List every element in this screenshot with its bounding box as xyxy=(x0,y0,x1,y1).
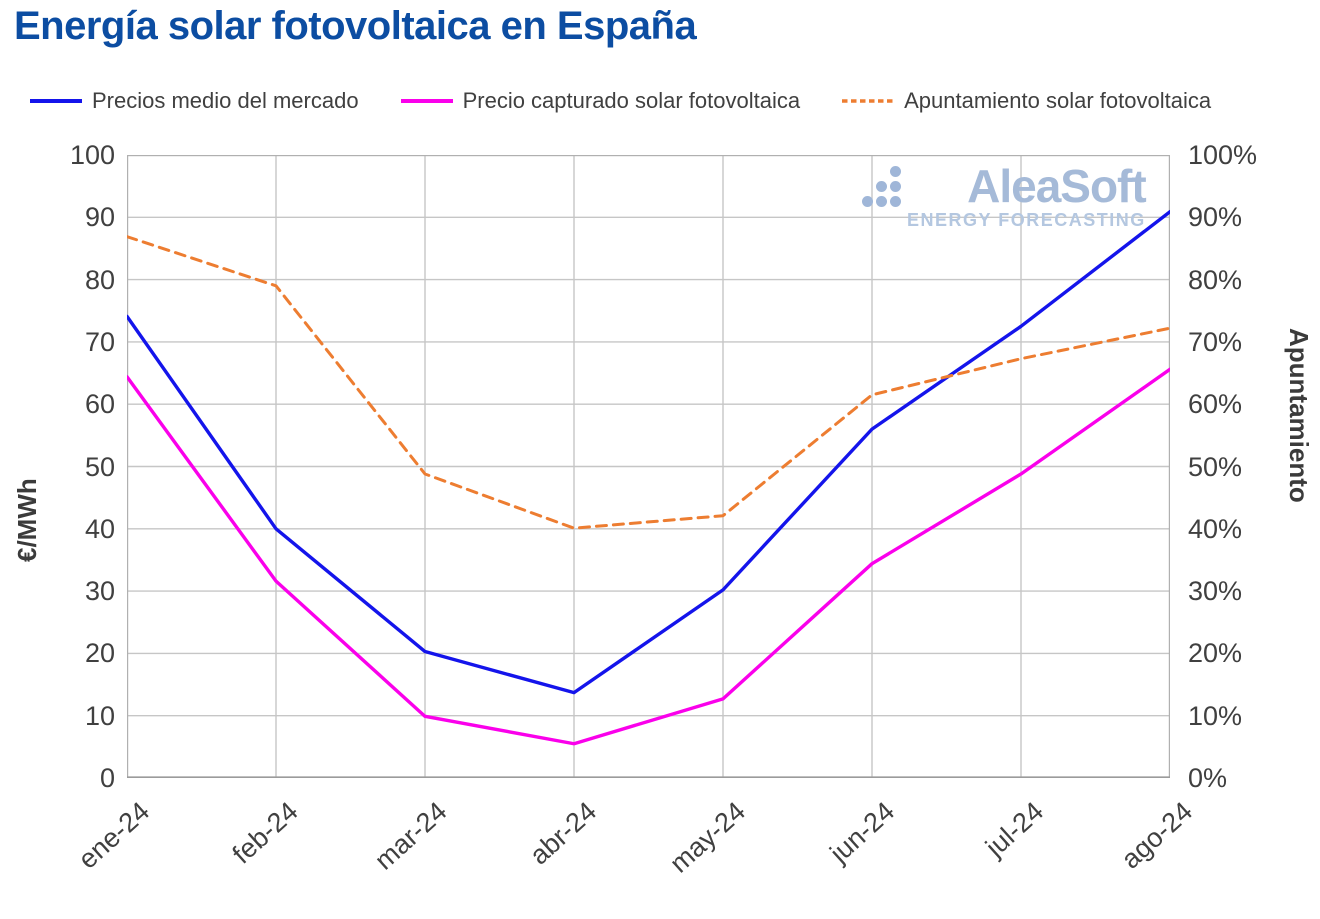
legend-item-2: Apuntamiento solar fotovoltaica xyxy=(842,86,1211,116)
y-axis-tick-left: 0 xyxy=(99,763,115,793)
x-axis-tick: ago-24 xyxy=(1115,796,1199,875)
y-axis-tick-left: 80 xyxy=(84,264,115,295)
y-axis-tick-left: 60 xyxy=(84,389,115,420)
y-axis-tick-left: 20 xyxy=(84,638,115,669)
y-axis-tick-right: 60% xyxy=(1188,389,1243,420)
series-line-1 xyxy=(127,367,1170,746)
x-axis-tick: jul-24 xyxy=(979,796,1050,863)
legend-label: Apuntamiento solar fotovoltaica xyxy=(904,88,1212,113)
y-axis-title-right: Apuntamiento xyxy=(1284,328,1314,503)
y-axis-tick-right: 80% xyxy=(1188,264,1243,295)
y-axis-tick-left: 50 xyxy=(84,451,115,482)
plot-svg xyxy=(127,155,1170,778)
y-axis-tick-right: 40% xyxy=(1188,513,1243,544)
legend: Precios medio del mercado Precio capturad… xyxy=(30,86,1310,116)
chart-title: Energía solar fotovoltaica en España xyxy=(14,4,697,48)
y-axis-tick-right: 0% xyxy=(1188,763,1228,793)
x-axis-tick: jun-24 xyxy=(824,796,901,869)
y-axis-tick-left: 100 xyxy=(69,140,115,170)
legend-label: Precio capturado solar fotovoltaica xyxy=(462,88,801,113)
legend-item-1: Precio capturado solar fotovoltaica xyxy=(400,86,801,116)
legend-line-icon xyxy=(30,86,82,116)
y-axis-title-left: €/MWh xyxy=(12,478,42,562)
y-axis-tick-left: 30 xyxy=(84,576,115,607)
y-axis-tick-right: 90% xyxy=(1188,202,1243,233)
x-axis-tick: abr-24 xyxy=(523,796,603,871)
x-axis-tick: ene-24 xyxy=(72,796,156,875)
y-axis-tick-left: 70 xyxy=(84,326,115,357)
legend-line-icon xyxy=(400,86,453,116)
y-axis-tick-right: 20% xyxy=(1188,638,1243,669)
y-axis-tick-right: 30% xyxy=(1188,576,1243,607)
x-axis-tick: may-24 xyxy=(664,796,752,879)
y-axis-tick-left: 90 xyxy=(84,202,115,233)
series-line-0 xyxy=(127,209,1170,695)
y-axis-tick-right: 10% xyxy=(1188,700,1243,731)
plot-area xyxy=(127,155,1170,778)
x-axis-tick: mar-24 xyxy=(369,796,454,876)
legend-item-0: Precios medio del mercado xyxy=(30,86,359,116)
y-axis-tick-left: 40 xyxy=(84,513,115,544)
x-axis-tick: feb-24 xyxy=(227,796,305,870)
y-axis-tick-right: 100% xyxy=(1188,140,1258,170)
legend-dashed-line-icon xyxy=(842,86,895,116)
y-axis-tick-right: 50% xyxy=(1188,451,1243,482)
series-line-2 xyxy=(127,235,1170,530)
y-axis-tick-left: 10 xyxy=(84,700,115,731)
legend-label: Precios medio del mercado xyxy=(92,88,359,113)
y-axis-tick-right: 70% xyxy=(1188,326,1243,357)
